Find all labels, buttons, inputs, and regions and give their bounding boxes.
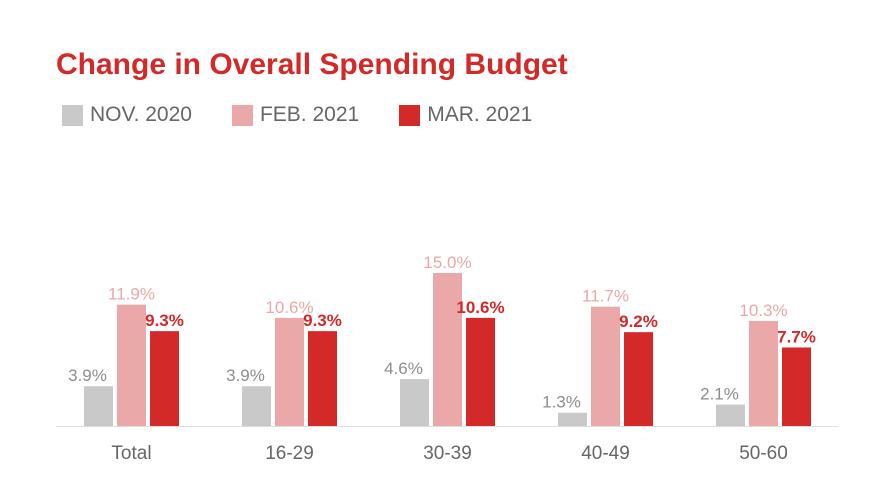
legend-label-mar-2021: MAR. 2021 <box>427 103 533 126</box>
bar-mar-2021-30-39 <box>466 317 495 426</box>
bar-feb-2021-16-29 <box>275 317 304 426</box>
data-label-mar-2021-30-39: 10.6% <box>456 298 504 317</box>
bar-nov-2020-16-29 <box>242 386 271 426</box>
x-tick-label-40-49: 40-49 <box>581 443 630 464</box>
legend-swatch-feb-2021 <box>231 104 253 126</box>
chart-title: Change in Overall Spending Budget <box>56 48 568 81</box>
x-tick-label-50-60: 50-60 <box>739 443 788 464</box>
data-label-feb-2021-30-39: 15.0% <box>423 253 471 272</box>
x-tick-label-30-39: 30-39 <box>423 443 472 464</box>
legend-label-feb-2021: FEB. 2021 <box>259 103 360 126</box>
legend-item-nov-2020: NOV. 2020 <box>62 103 192 127</box>
data-label-nov-2020-30-39: 4.6% <box>384 359 423 378</box>
x-tick-label-total: Total <box>111 443 151 464</box>
bar-feb-2021-50-60 <box>749 320 778 426</box>
bar-mar-2021-40-49 <box>624 332 653 426</box>
bar-feb-2021-40-49 <box>591 306 620 426</box>
bar-mar-2021-total <box>150 331 179 426</box>
legend: NOV. 2020 FEB. 2021 MAR. 2021 <box>62 103 532 127</box>
legend-swatch-mar-2021 <box>399 104 421 126</box>
data-label-feb-2021-50-60: 10.3% <box>739 301 787 320</box>
bar-nov-2020-30-39 <box>400 379 429 426</box>
data-label-nov-2020-16-29: 3.9% <box>226 366 265 385</box>
bar-nov-2020-40-49 <box>558 412 587 426</box>
legend-item-feb-2021: FEB. 2021 <box>231 103 360 127</box>
legend-swatch-nov-2020 <box>62 104 83 126</box>
bar-nov-2020-total <box>84 386 113 426</box>
bar-feb-2021-30-39 <box>433 273 462 426</box>
bar-feb-2021-total <box>117 304 146 426</box>
data-label-feb-2021-40-49: 11.7% <box>582 287 629 306</box>
bar-nov-2020-50-60 <box>716 404 745 426</box>
data-label-nov-2020-40-49: 1.3% <box>542 393 581 412</box>
data-label-mar-2021-total: 9.3% <box>145 311 184 330</box>
data-label-mar-2021-40-49: 9.2% <box>619 312 658 331</box>
data-label-mar-2021-50-60: 7.7% <box>777 327 816 346</box>
bar-mar-2021-16-29 <box>308 331 337 426</box>
legend-label-nov-2020: NOV. 2020 <box>90 103 192 126</box>
data-label-feb-2021-total: 11.9% <box>108 285 155 304</box>
x-tick-label-16-29: 16-29 <box>265 443 314 464</box>
bar-mar-2021-50-60 <box>782 347 811 426</box>
data-label-feb-2021-16-29: 10.6% <box>265 298 313 317</box>
data-label-nov-2020-50-60: 2.1% <box>700 385 739 404</box>
legend-item-mar-2021: MAR. 2021 <box>399 103 532 127</box>
data-label-nov-2020-total: 3.9% <box>68 366 107 385</box>
data-label-mar-2021-16-29: 9.3% <box>303 311 342 330</box>
